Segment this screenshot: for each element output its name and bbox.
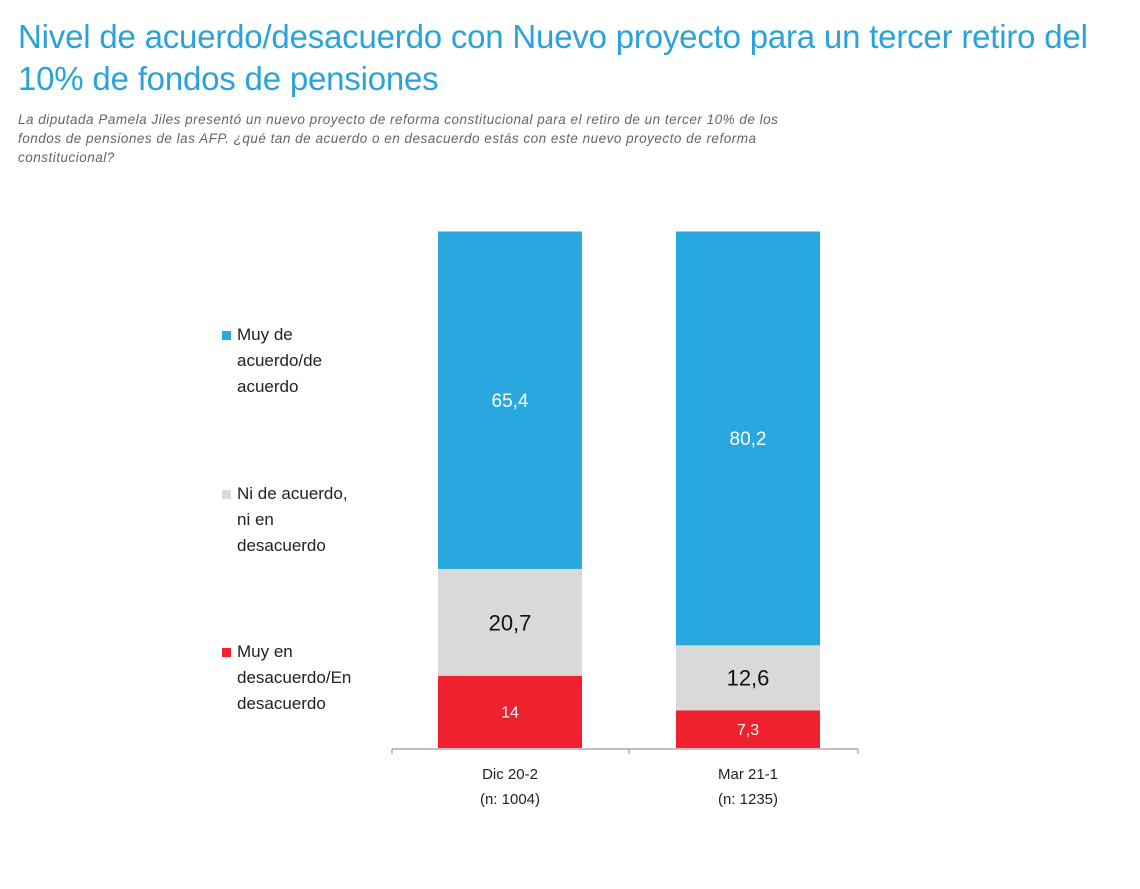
chart-subtitle: La diputada Pamela Jiles presentó un nue… (18, 112, 779, 165)
x-tick-label: Dic 20-2 (482, 766, 538, 783)
legend-swatch-disagree (222, 648, 231, 657)
bar-segment (676, 710, 820, 748)
data-label: 7,3 (737, 722, 759, 739)
legend-label: Muy de acuerdo/de acuerdo (237, 325, 323, 396)
x-tick-sublabel: (n: 1004) (480, 791, 540, 808)
legend-label: Muy en desacuerdo/En desacuerdo (237, 642, 352, 713)
legend-item-agree: Muy de acuerdo/de acuerdo (222, 322, 372, 400)
legend-item-disagree: Muy en desacuerdo/En desacuerdo (222, 639, 382, 717)
bar-segment (676, 231, 820, 646)
bar-segment (438, 675, 582, 748)
chart-title: Nivel de acuerdo/desacuerdo con Nuevo pr… (18, 18, 1088, 97)
legend-label: Ni de acuerdo, ni en desacuerdo (237, 484, 348, 555)
x-tick-label: Mar 21-1 (718, 766, 778, 783)
data-label: 80,2 (730, 429, 767, 450)
legend-swatch-neutral (222, 490, 231, 499)
bar-segment (438, 231, 582, 569)
legend-item-neutral: Ni de acuerdo, ni en desacuerdo (222, 481, 362, 559)
data-label: 65,4 (492, 391, 529, 412)
bar-segment (438, 568, 582, 676)
x-tick-sublabel: (n: 1235) (718, 791, 778, 808)
data-label: 20,7 (489, 610, 532, 635)
bar-segment (676, 645, 820, 711)
data-label: 14 (501, 705, 519, 722)
data-label: 12,6 (727, 666, 770, 691)
legend-swatch-agree (222, 331, 231, 340)
